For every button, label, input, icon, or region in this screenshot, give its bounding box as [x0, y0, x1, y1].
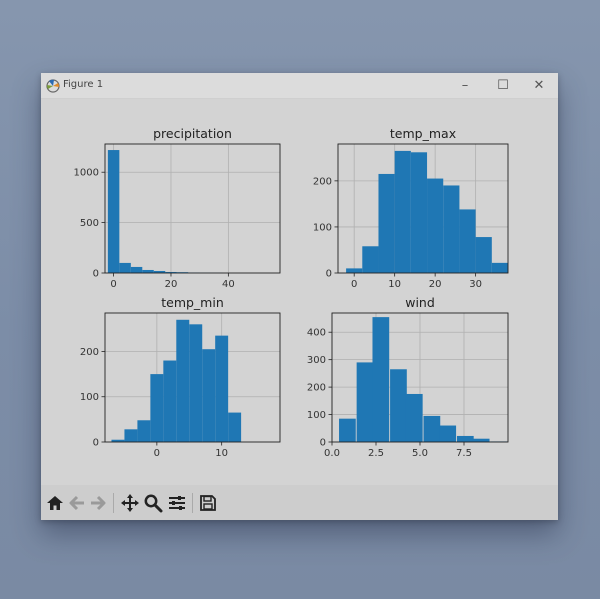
chart-precipitation-title: precipitation — [153, 126, 232, 141]
chart-precipitation-ytick-label: 0 — [93, 269, 99, 280]
chart-temp-min-bar — [215, 335, 229, 442]
chart-temp-max-xtick-label: 30 — [469, 279, 482, 290]
figure-window: Figure 1 – ☐ ✕ 0 20 40 0 500 1000 precipitatio… — [41, 73, 558, 520]
pan-move-icon[interactable] — [120, 493, 140, 513]
chart-wind-ytick-label: 100 — [307, 410, 326, 421]
chart-precipitation-xtick-label: 40 — [222, 279, 235, 290]
chart-precipitation-bar — [165, 271, 177, 273]
forward-arrow-icon[interactable] — [88, 493, 108, 513]
chart-temp-min-bar — [176, 319, 190, 442]
toolbar-separator — [113, 493, 114, 513]
chart-wind-xtick-label: 2.5 — [368, 448, 384, 459]
chart-temp-min-bar — [202, 349, 216, 442]
chart-temp-max-bar — [346, 268, 363, 273]
chart-precipitation-xtick-label: 20 — [165, 279, 178, 290]
minimize-button[interactable]: – — [461, 78, 469, 93]
chart-precipitation-bar — [107, 150, 120, 273]
title-bar[interactable]: Figure 1 – ☐ ✕ — [41, 73, 558, 99]
chart-temp-min-bar — [228, 412, 242, 442]
chart-precipitation-ytick-label: 1000 — [74, 168, 99, 179]
save-floppy-icon[interactable] — [198, 493, 218, 513]
back-arrow-icon[interactable] — [67, 493, 87, 513]
close-button[interactable]: ✕ — [533, 78, 545, 93]
chart-wind-bar — [439, 425, 457, 442]
chart-temp-max-bar — [410, 152, 428, 273]
chart-temp-min-bar — [111, 439, 125, 442]
chart-temp-min-title: temp_min — [161, 295, 224, 310]
matplotlib-app-icon — [46, 79, 60, 93]
chart-wind-ytick-label: 300 — [307, 355, 326, 366]
chart-wind-bar — [372, 317, 390, 442]
maximize-button[interactable]: ☐ — [497, 78, 509, 93]
chart-temp-min-axes-frame — [104, 312, 281, 443]
chart-precipitation-bar — [119, 262, 131, 273]
home-icon[interactable] — [45, 493, 65, 513]
chart-temp-max-ytick-label: 0 — [326, 269, 332, 280]
chart-wind-ytick-label: 200 — [307, 383, 326, 394]
chart-precipitation-xtick-label: 0 — [110, 279, 116, 290]
chart-wind-ytick-label: 0 — [320, 438, 326, 449]
chart-temp-max-title: temp_max — [390, 126, 456, 141]
chart-temp-max-xtick-label: 20 — [429, 279, 442, 290]
chart-temp-max-bar — [394, 150, 411, 273]
chart-precipitation-axes-frame — [104, 143, 281, 274]
chart-temp-max-bar — [491, 262, 508, 273]
chart-temp-max-ytick-label: 100 — [313, 222, 332, 233]
chart-wind-bar — [390, 369, 407, 442]
chart-temp-min-ytick-label: 100 — [80, 392, 99, 403]
chart-temp-min-xtick-label: 0 — [154, 448, 160, 459]
toolbar-separator — [192, 493, 193, 513]
chart-precipitation-ytick-label: 500 — [80, 218, 99, 229]
chart-temp-max-ytick-label: 200 — [313, 176, 332, 187]
chart-wind-bar — [456, 435, 474, 442]
chart-wind-title: wind — [405, 295, 435, 310]
chart-wind-bar — [339, 418, 356, 442]
navigation-toolbar — [41, 485, 558, 520]
chart-wind-ytick-label: 400 — [307, 328, 326, 339]
chart-temp-max-axes-frame — [337, 143, 509, 274]
chart-wind-xtick-label: 0.0 — [324, 448, 340, 459]
chart-wind-bar — [356, 362, 374, 442]
chart-wind-bar — [472, 438, 490, 442]
chart-precipitation-bar — [142, 269, 154, 273]
chart-temp-max-xtick-label: 10 — [388, 279, 401, 290]
configure-subplots-icon[interactable] — [167, 493, 187, 513]
window-title: Figure 1 — [63, 79, 104, 90]
chart-temp-min-ytick-label: 200 — [80, 347, 99, 358]
chart-temp-max-bar — [475, 237, 492, 273]
chart-wind-xtick-label: 5.0 — [412, 448, 428, 459]
chart-precipitation-plot-area — [105, 144, 280, 273]
chart-temp-max-xtick-label: 0 — [351, 279, 357, 290]
chart-temp-min-xtick-label: 10 — [215, 448, 228, 459]
chart-temp-min-ytick-label: 0 — [93, 438, 99, 449]
chart-temp-min-bar — [124, 429, 138, 442]
chart-temp-max-bar — [459, 209, 476, 273]
chart-temp-min-bar — [137, 420, 151, 442]
chart-temp-min-bar — [150, 374, 164, 442]
chart-temp-max-bar — [443, 185, 460, 273]
chart-temp-max-bar — [427, 178, 444, 273]
chart-precipitation-bar — [130, 266, 143, 273]
chart-temp-min-bar — [163, 360, 177, 442]
chart-temp-max-bar — [362, 246, 379, 273]
zoom-magnifier-icon[interactable] — [143, 493, 163, 513]
chart-temp-max-bar — [378, 173, 395, 273]
chart-wind-bar — [405, 393, 423, 442]
chart-wind-bar — [423, 415, 441, 442]
chart-temp-min-bar — [189, 324, 203, 442]
chart-precipitation-bar — [153, 270, 166, 273]
chart-wind-xtick-label: 7.5 — [456, 448, 472, 459]
